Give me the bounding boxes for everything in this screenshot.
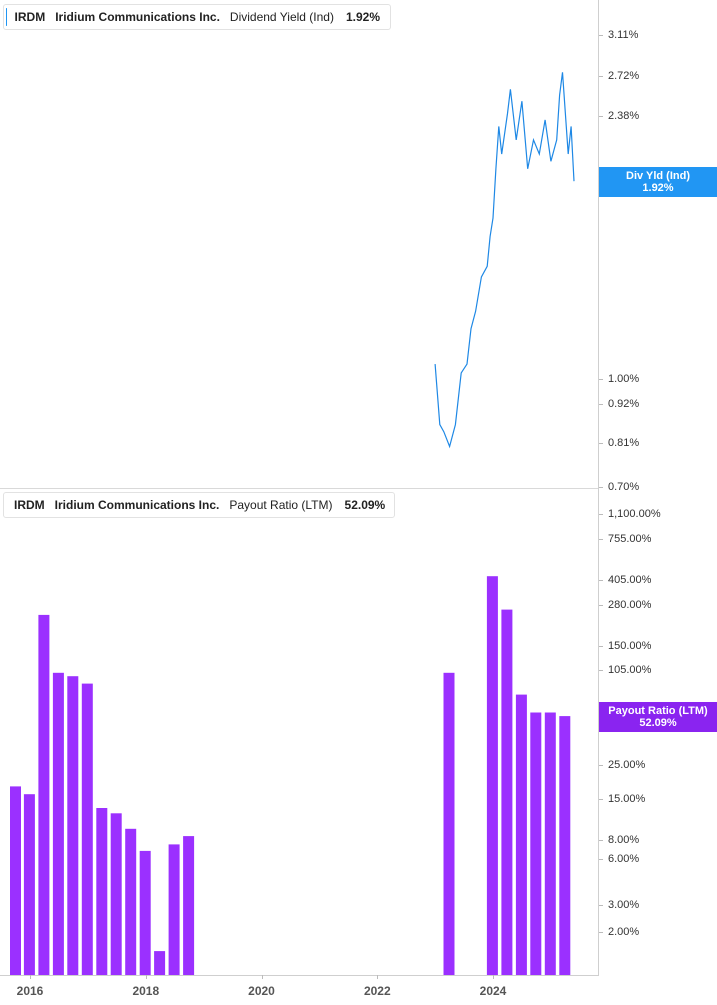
payout-y-axis-tick-label: 755.00% [608,532,652,545]
payout-y-axis-tick-mark [599,798,603,800]
tag-line1: Div Yld (Ind) [626,170,690,182]
payout-y-axis-tick-label: 8.00% [608,834,640,847]
x-axis-tick-mark [145,975,147,979]
yield-y-axis-tick-mark [599,116,603,118]
payout-y-axis-tick-label: 25.00% [608,758,646,771]
yield-y-axis-tick-label: 0.70% [608,481,640,493]
payout-ratio-bar[interactable] [38,614,50,975]
x-axis-tick-mark [30,975,31,979]
legend-metric: Payout Ratio (LTM) [229,498,333,512]
x-axis-tick-label: 2018 [132,984,160,998]
payout-y-axis-tick-mark [599,669,603,671]
payout-ratio-bar[interactable] [67,676,79,975]
payout-ratio-bar[interactable] [23,794,35,975]
x-axis-tick-label: 2016 [16,984,44,998]
payout-ratio-bar[interactable] [515,694,527,975]
payout-ratio-bar[interactable] [139,850,151,975]
payout-ratio-series [10,576,571,976]
legend-symbol: IRDM [14,498,45,512]
payout-ratio-bar[interactable] [96,808,108,975]
payout-y-axis-tick-label: 6.00% [608,853,640,866]
payout-y-axis-tick-label: 150.00% [608,640,652,652]
chart-plot-area [10,72,575,976]
yield-y-axis-tick-mark [599,75,603,77]
x-axis-tick-mark [377,975,379,979]
yield-y-axis-tick-mark [599,35,603,36]
payout-ratio-bar[interactable] [52,672,64,975]
legend-metric: Dividend Yield (Ind) [229,10,334,24]
payout-y-axis-tick-mark [599,859,603,861]
dividend-yield-price-tag: Div Yld (Ind) 1.92% [599,167,717,197]
legend-company: Iridium Communications Inc. [55,10,220,24]
payout-y-axis-tick-label: 105.00% [608,663,652,676]
dividend-yield-line [434,72,575,449]
yield-y-axis-tick-label: 1.00% [608,372,640,385]
x-axis-tick-label: 2020 [248,984,275,998]
payout-y-axis-tick-label: 15.00% [608,792,646,805]
payout-ratio-bar[interactable] [183,836,195,975]
yield-y-axis-tick-label: 3.11% [608,29,639,41]
payout-ratio-bar[interactable] [530,712,542,976]
payout-ratio-legend[interactable]: IRDM Iridium Communications Inc. Payout … [3,492,395,518]
payout-y-axis-tick-mark [599,604,603,606]
tag-line2: 1.92% [642,182,674,194]
yield-y-axis-tick-label: 2.38% [608,110,640,123]
payout-y-axis-tick-label: 3.00% [608,899,640,912]
yield-y-axis-tick-label: 2.72% [608,69,640,82]
x-axis-tick-label: 2024 [479,984,507,998]
payout-ratio-bar[interactable] [125,828,137,975]
legend-company: Iridium Communications Inc. [54,498,220,512]
tag-line2: 52.09% [639,717,677,729]
payout-ratio-bar[interactable] [10,786,21,975]
payout-y-axis-tick-mark [599,932,603,933]
payout-y-axis-tick-mark [599,905,603,907]
payout-ratio-bar[interactable] [486,576,498,975]
legend-swatch [6,8,7,26]
legend-value: 1.92% [345,10,380,24]
x-axis-line [0,975,599,976]
yield-y-axis-tick-mark [599,378,603,380]
payout-ratio-bar[interactable] [559,716,571,975]
payout-y-axis-tick-label: 280.00% [608,598,652,611]
y-axis-line [598,0,599,975]
payout-y-axis-tick-mark [599,580,603,582]
payout-ratio-price-tag: Payout Ratio (LTM) 52.09% [599,702,717,732]
tag-line1: Payout Ratio (LTM) [608,705,708,717]
payout-ratio-bar[interactable] [154,951,166,975]
payout-ratio-bar[interactable] [544,712,556,976]
payout-y-axis-tick-mark [599,646,603,647]
yield-y-axis-tick-mark [599,404,603,406]
payout-ratio-bar[interactable] [110,813,122,975]
payout-y-axis-tick-mark [599,538,603,540]
payout-y-axis-tick-mark [599,764,603,766]
dividend-yield-series [434,72,575,449]
payout-ratio-bar[interactable] [443,672,455,975]
legend-value: 52.09% [344,498,386,512]
payout-ratio-bar[interactable] [168,844,180,975]
payout-ratio-bar[interactable] [501,609,513,975]
payout-y-axis-tick-label: 1,100.00% [608,508,661,520]
yield-y-axis-tick-mark [599,442,603,444]
payout-ratio-bar[interactable] [81,683,93,975]
yield-y-axis-tick-mark [599,487,603,488]
panel-separator [0,488,598,489]
payout-y-axis-tick-label: 405.00% [608,574,652,587]
payout-y-axis-tick-mark [599,514,603,515]
payout-y-axis-tick-mark [599,840,603,842]
x-axis-tick-mark [261,975,263,979]
yield-y-axis-tick-label: 0.81% [608,436,640,449]
legend-symbol: IRDM [14,10,46,24]
x-axis-tick-label: 2022 [363,984,391,998]
dividend-yield-legend[interactable]: IRDM Iridium Communications Inc. Dividen… [3,4,391,30]
payout-y-axis-tick-label: 2.00% [608,926,640,938]
yield-y-axis-tick-label: 0.92% [608,398,640,411]
x-axis-tick-mark [493,975,494,979]
